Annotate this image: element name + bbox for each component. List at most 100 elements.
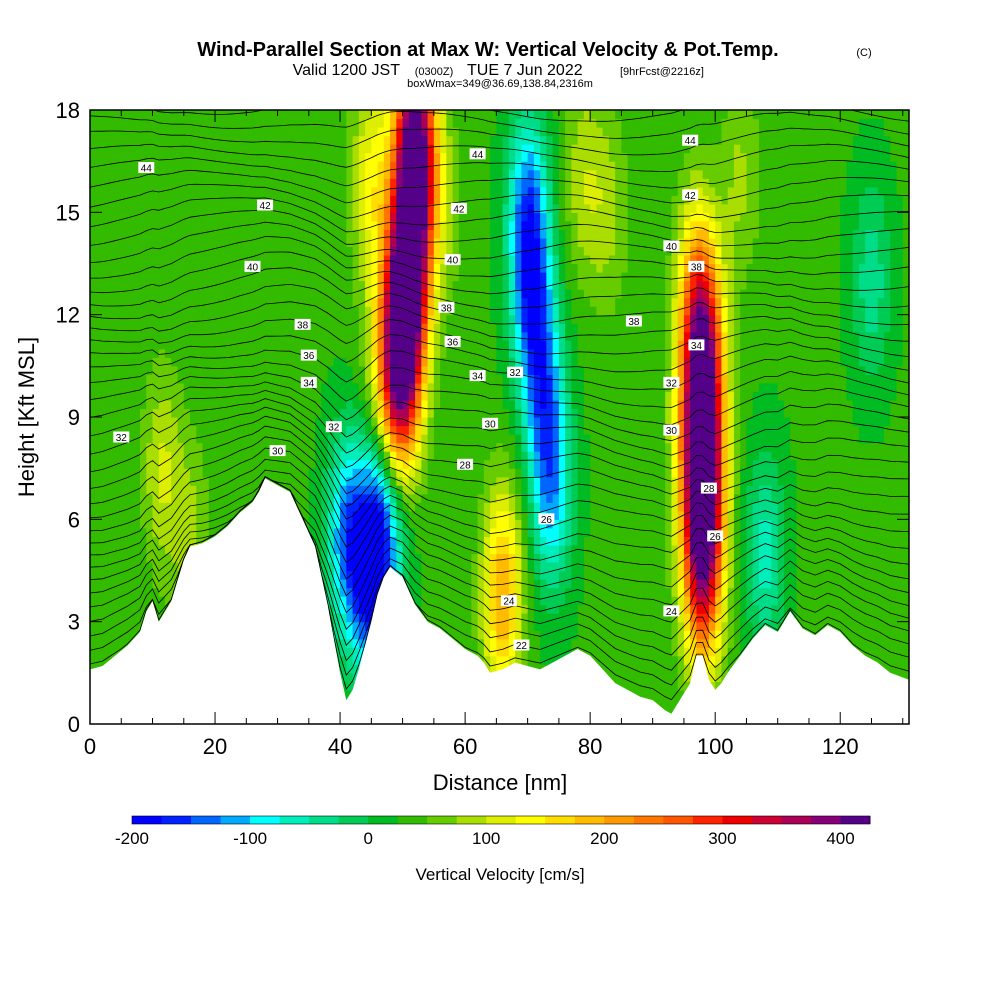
vv-cell [252,408,260,418]
vv-cell [177,417,185,427]
vv-cell [115,638,122,648]
vv-cell [340,510,347,520]
vv-cell [177,425,185,435]
vv-cell [440,135,447,145]
vv-cell [333,544,341,555]
vv-cell [508,212,516,222]
vv-cell [502,647,510,657]
vv-cell [446,195,454,205]
vv-cell [496,254,504,265]
vv-cell [352,280,360,290]
vv-cell [458,502,466,512]
vv-cell [177,544,185,555]
vv-cell [321,161,329,171]
vv-cell [396,544,404,555]
vv-cell [177,451,185,461]
vv-cell [277,152,285,162]
vv-cell [490,220,497,230]
vv-cell [402,408,410,418]
vv-cell [358,527,366,537]
vv-cell [127,289,135,299]
vv-cell [371,536,379,546]
vv-cell [96,417,104,427]
vv-cell [115,365,122,375]
vv-cell [308,127,316,137]
vv-cell [296,178,304,188]
vv-cell [121,391,129,401]
vv-cell [415,340,422,350]
vv-cell [115,110,122,120]
vv-cell [227,254,235,265]
vv-cell [496,544,504,555]
vv-cell [358,263,366,273]
vv-cell [108,212,116,222]
vv-cell [465,263,472,273]
vv-cell [471,425,479,435]
vv-cell [421,195,429,205]
vv-cell [152,604,160,614]
vv-cell [215,502,222,512]
vv-cell [371,323,379,333]
vv-cell [196,237,204,248]
vv-cell [190,144,197,154]
vv-cell [415,195,422,205]
vv-cell [102,425,110,435]
vv-cell [396,468,404,478]
vv-cell [358,536,366,546]
vv-cell [96,579,104,589]
vv-cell [508,297,516,307]
vv-cell [227,178,235,188]
vv-cell [121,561,129,572]
vv-cell [377,425,385,435]
vv-cell [215,186,222,196]
vv-cell [415,169,422,179]
vv-cell [440,587,447,597]
vv-cell [90,417,97,427]
vv-cell [171,169,179,179]
vv-cell [233,468,241,478]
vv-cell [102,118,110,128]
vv-cell [502,544,510,555]
vv-cell [133,476,141,486]
vv-cell [440,604,447,614]
vv-cell [227,399,235,410]
vv-cell [190,110,197,120]
vv-cell [227,485,235,495]
vv-cell [390,254,397,265]
vv-cell [252,110,260,120]
vv-cell [471,340,479,350]
vv-cell [402,476,410,486]
vv-cell [190,169,197,179]
vv-cell [396,186,404,196]
vv-cell [227,357,235,367]
vv-cell [283,203,291,213]
vv-cell [165,519,172,529]
vv-cell [227,365,235,375]
vv-cell [402,110,410,120]
vv-cell [471,272,479,282]
vv-cell [165,272,172,282]
vv-cell [340,246,347,256]
vv-cell [333,382,341,393]
vv-cell [440,579,447,589]
vv-cell [108,382,116,393]
vv-cell [508,263,516,273]
vv-cell [177,348,185,358]
vv-cell [340,596,347,606]
vv-cell [402,468,410,478]
vv-cell [165,434,172,444]
vv-cell [471,331,479,341]
vv-cell [133,579,141,589]
vv-cell [465,638,472,648]
vv-cell [358,570,366,580]
vv-cell [221,485,229,495]
vv-cell [321,135,329,145]
vv-cell [152,297,160,307]
vv-cell [240,229,247,239]
vv-cell [383,476,391,486]
vv-cell [115,212,122,222]
vv-cell [415,297,422,307]
vv-cell [446,604,454,614]
vv-cell [215,510,222,520]
vv-cell [133,297,141,307]
